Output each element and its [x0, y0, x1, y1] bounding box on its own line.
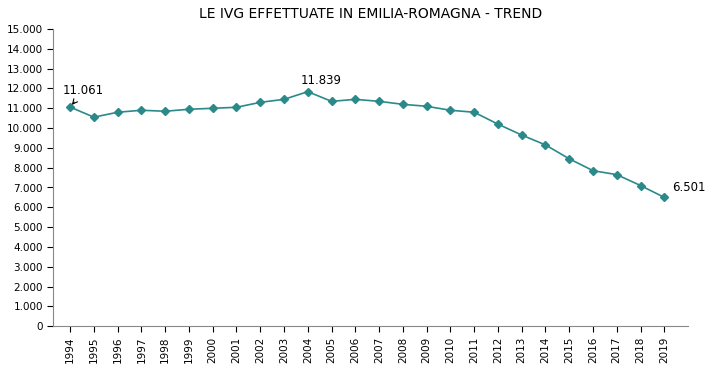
Title: LE IVG EFFETTUATE IN EMILIA-ROMAGNA - TREND: LE IVG EFFETTUATE IN EMILIA-ROMAGNA - TR…: [199, 7, 543, 21]
Text: 11.839: 11.839: [300, 74, 342, 87]
Text: 11.061: 11.061: [63, 84, 104, 104]
Text: 6.501: 6.501: [673, 181, 706, 195]
